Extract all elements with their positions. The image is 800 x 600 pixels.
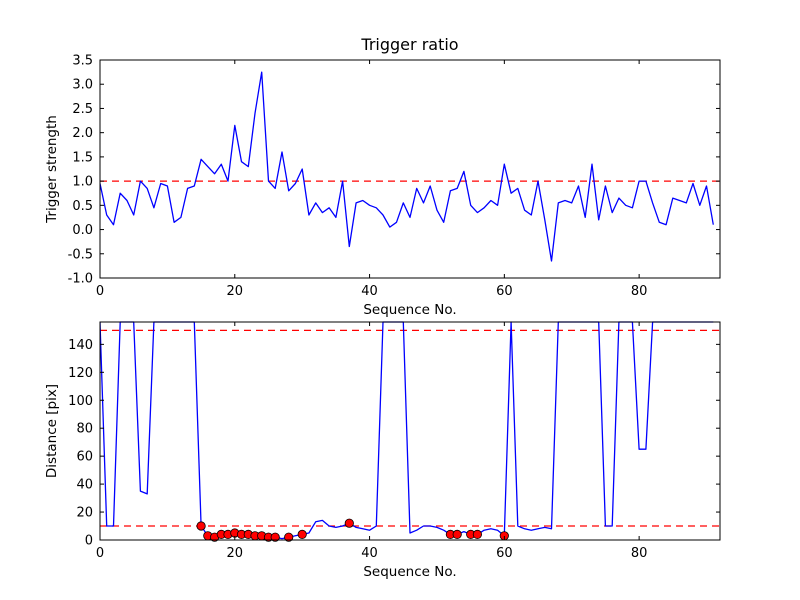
- distance-y-tick-label: 0: [85, 534, 93, 549]
- trigger-strength-subplot: 0 20 40 60 80 -1.0 -0.5 0.0 0.5 1.0 1.5 2.0 2.5 3.0 3.…: [44, 35, 721, 318]
- trigger-strength-x-tick-label: 20: [227, 284, 244, 299]
- trigger-strength-y-tick-label: -0.5: [68, 247, 93, 262]
- distance-y-tick-label: 80: [76, 422, 93, 437]
- trigger-strength-y-tick-label: 2.5: [72, 102, 93, 117]
- distance-x-tick-label: 40: [361, 546, 378, 561]
- trigger-strength-x-tick-label: 0: [96, 284, 104, 299]
- distance-scatter-point: [270, 532, 280, 542]
- distance-axes-frame: [99, 321, 721, 541]
- distance-x-tick-label: 60: [496, 546, 513, 561]
- distance-scatter-point: [297, 529, 307, 540]
- distance-y-tick-label: 140: [68, 338, 93, 353]
- trigger-strength-y-tick-label: 3.5: [72, 54, 93, 69]
- trigger-strength-line: [100, 71, 714, 262]
- trigger-strength-y-tick-label: 0.5: [72, 199, 93, 214]
- distance-x-tick-label: 20: [227, 546, 244, 561]
- distance-x-tick-label: 80: [631, 546, 648, 561]
- trigger-strength-y-tick-label: 1.5: [72, 150, 93, 165]
- distance-ylabel: Distance [pix]: [44, 384, 60, 478]
- trigger-strength-ylabel: Trigger strength: [44, 115, 60, 224]
- trigger-strength-y-tick-label: -1.0: [68, 272, 93, 287]
- trigger-strength-title: Trigger ratio: [360, 35, 458, 54]
- trigger-strength-y-tick-label: 1.0: [72, 175, 93, 190]
- distance-scatter-point: [196, 521, 206, 531]
- distance-line: [100, 321, 714, 540]
- distance-scatter-point: [284, 532, 294, 542]
- distance-xlabel: Sequence No.: [363, 564, 456, 580]
- trigger-strength-x-tick-label: 40: [361, 284, 378, 299]
- distance-scatter-point: [452, 529, 462, 540]
- trigger-strength-axes-frame: [99, 59, 721, 279]
- distance-scatter-point: [472, 529, 482, 540]
- trigger-strength-y-tick-label: 2.0: [72, 126, 93, 141]
- trigger-strength-x-tick-label: 60: [496, 284, 513, 299]
- distance-y-tick-label: 100: [68, 394, 93, 409]
- distance-y-tick-label: 60: [76, 450, 93, 465]
- trigger-strength-x-tick-label: 80: [631, 284, 648, 299]
- distance-x-tick-label: 0: [96, 546, 104, 561]
- distance-y-tick-label: 120: [68, 366, 93, 381]
- distance-scatter-point: [344, 518, 354, 528]
- trigger-strength-y-tick-label: 3.0: [72, 78, 93, 93]
- distance-y-tick-label: 20: [76, 506, 93, 521]
- trigger-strength-y-tick-label: 0.0: [72, 223, 93, 238]
- distance-subplot: 0 20 40 60 80 0 20 40 60 80 100 120 140 Sequence No. D…: [44, 321, 721, 580]
- distance-y-tick-label: 40: [76, 478, 93, 493]
- trigger-strength-xlabel: Sequence No.: [363, 302, 456, 318]
